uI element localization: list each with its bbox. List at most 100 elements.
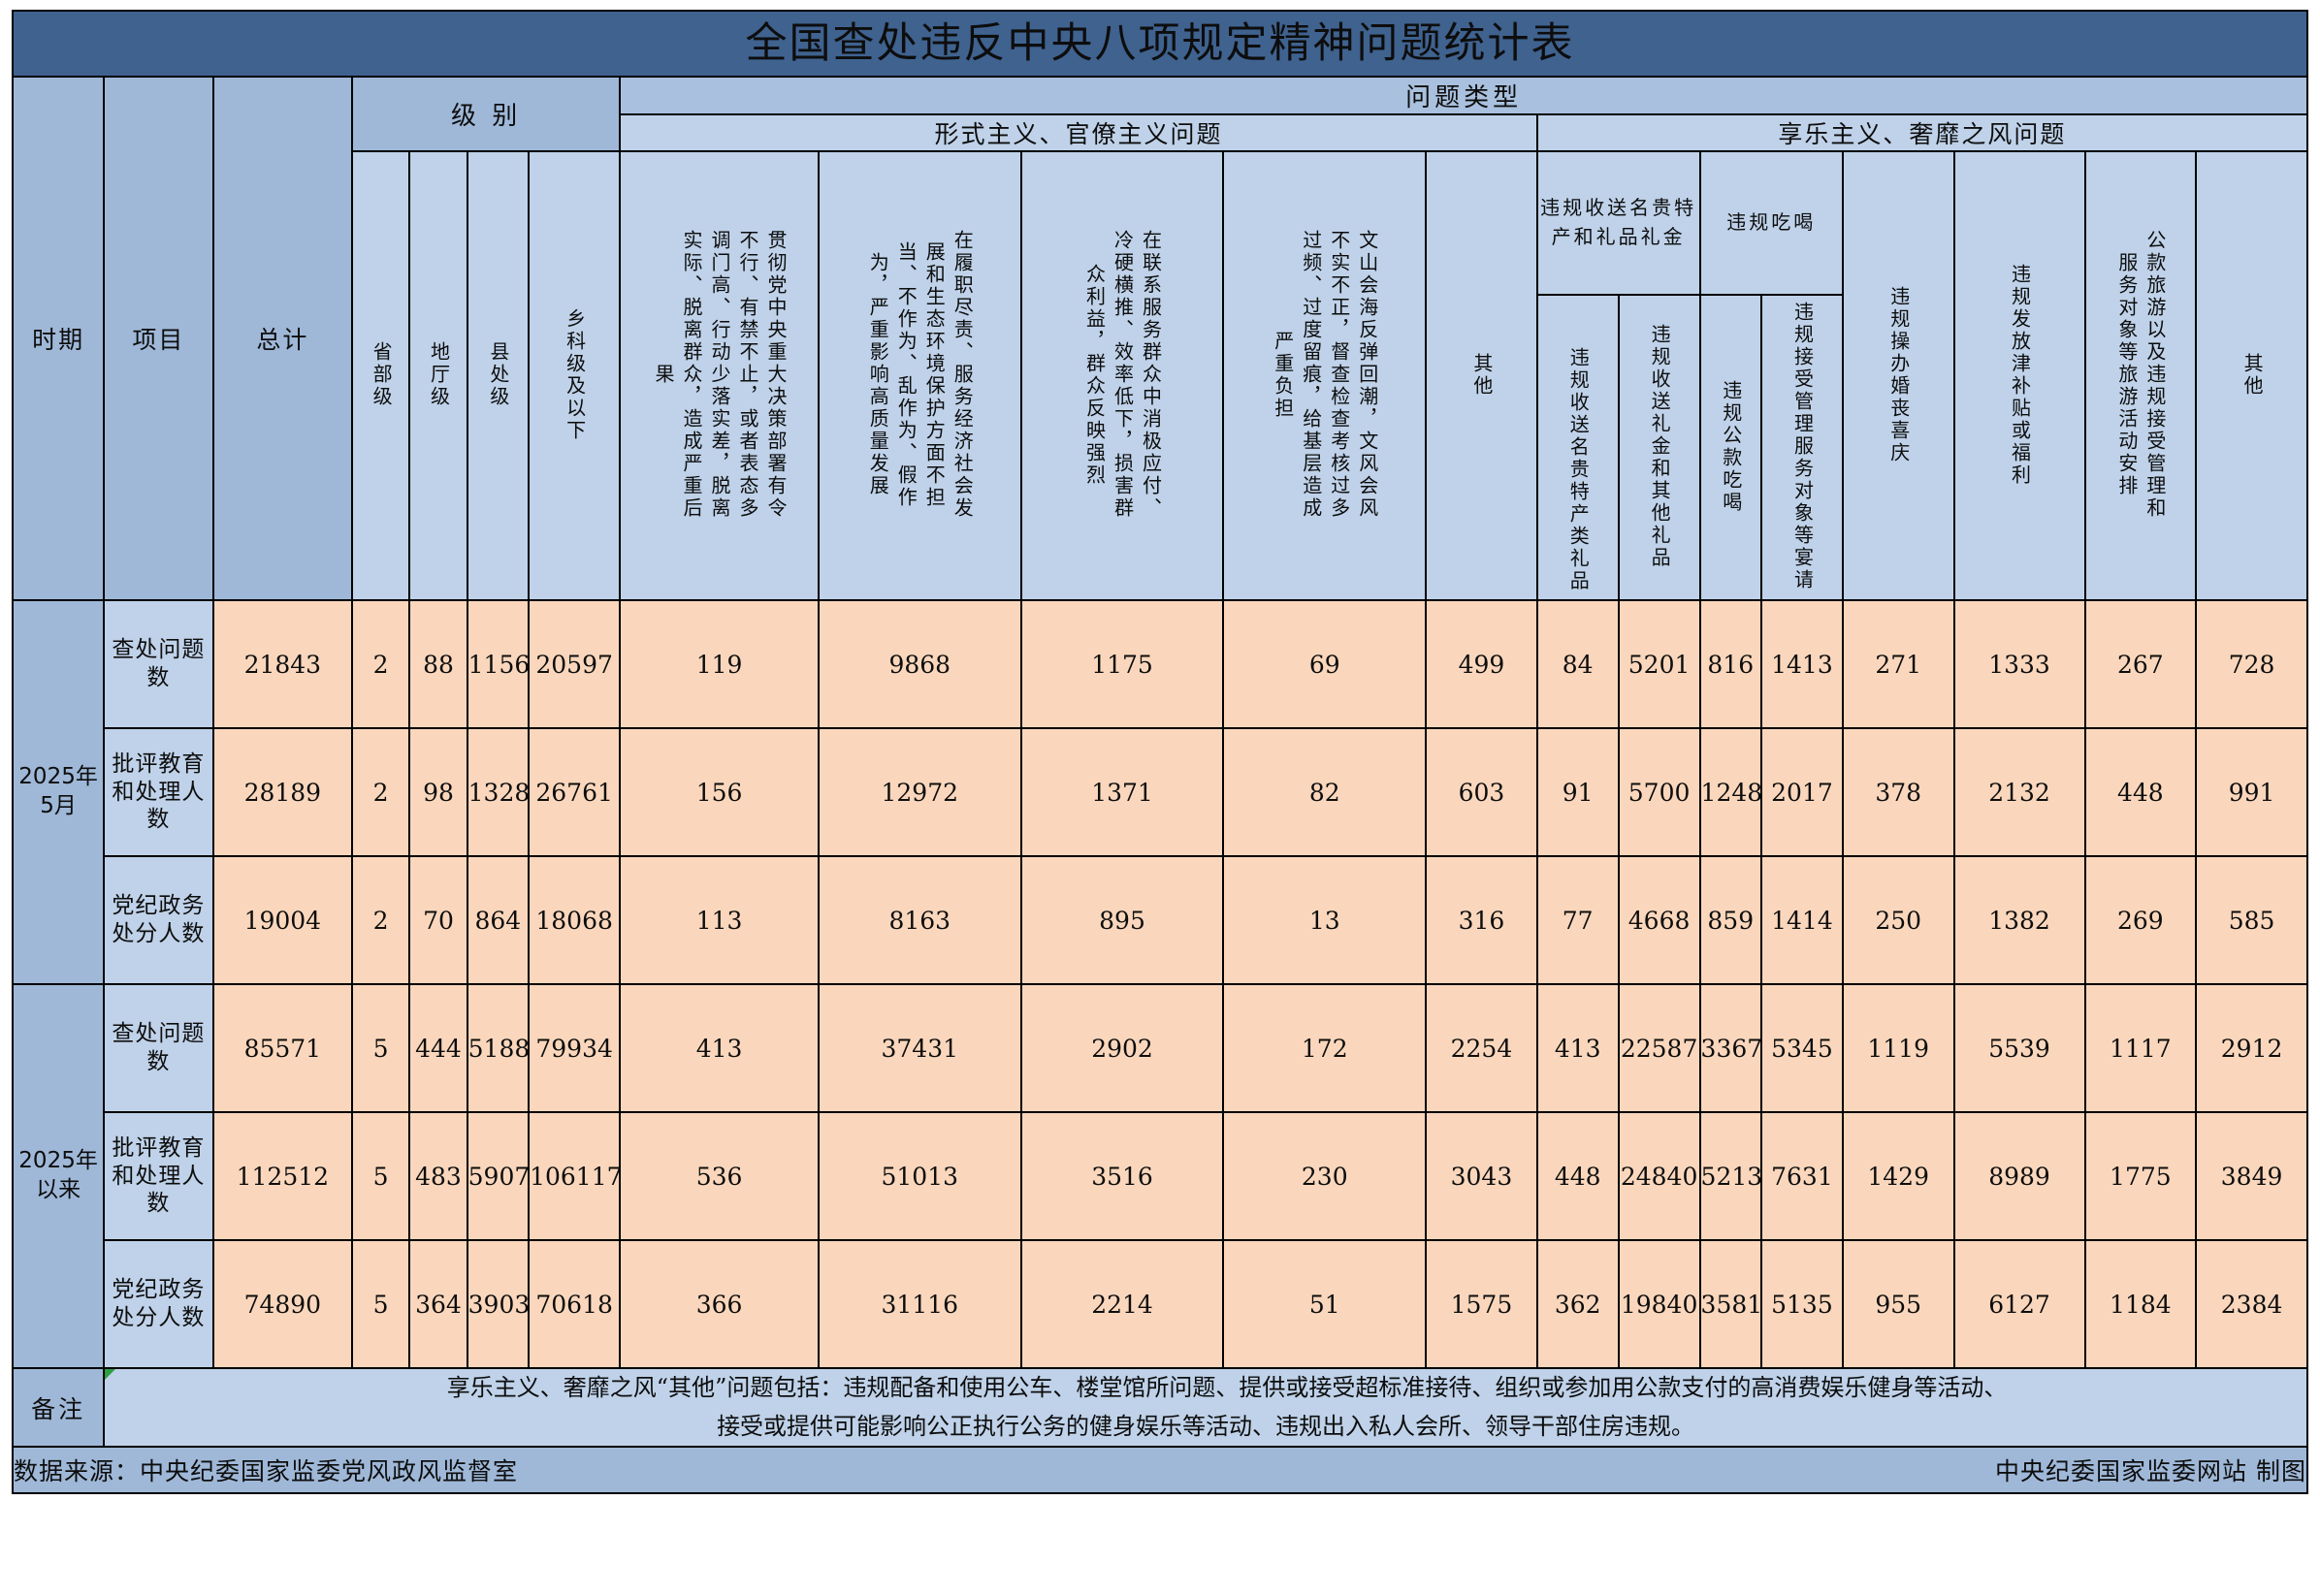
cell-formalism-2: 3516: [1019, 1111, 1225, 1241]
table-row: 批评教育和处理人数 28189 2 98 1328 26761 156 1297…: [13, 727, 2308, 857]
cell-hedonism-7: 2912: [2195, 983, 2308, 1113]
cell-level-3: 79934: [528, 983, 622, 1113]
cell-hedonism-6: 1184: [2083, 1239, 2198, 1369]
cell-level-2: 5188: [466, 983, 530, 1113]
cell-level-3: 106117: [528, 1111, 623, 1241]
cell-level-1: 364: [408, 1239, 468, 1369]
cell-total: 112512: [211, 1111, 353, 1241]
cell-hedonism-4: 1429: [1841, 1111, 1955, 1241]
col-group-problem-type: 问题类型: [619, 76, 2308, 115]
cell-formalism-3: 82: [1222, 727, 1428, 857]
cell-hedonism-7: 2384: [2195, 1239, 2308, 1369]
formalism-label-2: 在联系服务群众中消极应付、冷硬横推、效率低下，损害群众利益，群众反映强烈: [1082, 230, 1163, 520]
cell-hedonism-5: 1382: [1952, 855, 2086, 985]
cell-hedonism-6: 1775: [2083, 1111, 2198, 1241]
cell-hedonism-7: 728: [2195, 599, 2308, 729]
col-header-hedonism-wedding: 违规操办婚丧喜庆: [1841, 150, 1955, 601]
cell-formalism-1: 31116: [817, 1239, 1022, 1369]
cell-formalism-3: 13: [1222, 855, 1428, 985]
cell-hedonism-5: 2132: [1952, 727, 2086, 857]
cell-formalism-4: 316: [1425, 855, 1538, 985]
col-header-level-prefecture: 地厅级: [408, 150, 468, 601]
cell-formalism-4: 499: [1425, 599, 1538, 729]
cell-formalism-0: 113: [619, 855, 820, 985]
cell-level-0: 5: [350, 1239, 411, 1369]
cell-level-3: 70618: [528, 1239, 622, 1369]
cell-level-1: 70: [408, 855, 468, 985]
cell-formalism-3: 51: [1222, 1239, 1428, 1369]
col-header-item: 项目: [103, 76, 214, 601]
col-group-level: 级 别: [350, 76, 622, 152]
col-header-level-county: 县处级: [466, 150, 531, 601]
cell-formalism-0: 119: [619, 599, 820, 729]
cell-hedonism-4: 1119: [1841, 983, 1955, 1113]
cell-formalism-2: 895: [1019, 855, 1225, 985]
cell-formalism-4: 603: [1425, 727, 1538, 857]
gift-label-cash: 违规收送礼金和其他礼品: [1648, 324, 1672, 569]
col-header-gift-cash: 违规收送礼金和其他礼品: [1617, 294, 1701, 601]
cell-hedonism-0: 362: [1535, 1239, 1620, 1369]
period-label-0: 2025年5月: [11, 599, 106, 985]
dining-label-banquet: 违规接受管理服务对象等宴请: [1790, 302, 1815, 591]
cell-level-0: 5: [350, 1111, 411, 1241]
row-item-label: 查处问题数: [103, 983, 214, 1113]
col-header-hedonism-other: 其他: [2195, 150, 2308, 601]
cell-level-3: 20597: [528, 599, 622, 729]
cell-formalism-2: 1175: [1019, 599, 1225, 729]
credit-text: 中央纪委国家监委网站 制图: [1995, 1457, 2306, 1486]
cell-level-2: 864: [466, 855, 531, 985]
note-line-2: 接受或提供可能影响公正执行公务的健身娱乐等活动、违规出入私人会所、领导干部住房违…: [717, 1412, 1695, 1440]
cell-hedonism-1: 5700: [1617, 727, 1701, 857]
col-header-dining-public-funds: 违规公款吃喝: [1698, 294, 1762, 601]
table-row: 批评教育和处理人数 112512 5 483 5907 106117 536 5…: [13, 1111, 2308, 1241]
cell-hedonism-0: 448: [1535, 1111, 1620, 1241]
cell-hedonism-0: 77: [1535, 855, 1620, 985]
cell-hedonism-5: 6127: [1952, 1239, 2086, 1369]
cell-hedonism-1: 5201: [1617, 599, 1701, 729]
cell-hedonism-6: 269: [2083, 855, 2198, 985]
col-header-formalism-3: 文山会海反弹回潮，文风会风不实不正，督查检查考核过多过频、过度留痕，给基层造成严…: [1222, 150, 1428, 601]
cell-formalism-4: 3043: [1425, 1111, 1538, 1241]
cell-formalism-2: 2902: [1019, 983, 1225, 1113]
source-row: 数据来源：中央纪委国家监委党风政风监督室 中央纪委国家监委网站 制图: [12, 1446, 2308, 1495]
note-row: 备注 享乐主义、奢靡之风“其他”问题包括：违规配备和使用公车、楼堂馆所问题、提供…: [11, 1366, 2308, 1449]
cell-hedonism-3: 7631: [1759, 1111, 1844, 1241]
cell-hedonism-0: 413: [1535, 983, 1620, 1113]
cell-total: 85571: [211, 983, 353, 1113]
level-label-1: 地厅级: [427, 341, 451, 408]
col-header-gift-specialty: 违规收送名贵特产类礼品: [1535, 294, 1620, 601]
cell-formalism-1: 37431: [817, 983, 1022, 1113]
cell-total: 28189: [211, 727, 353, 857]
formalism-label-4: 其他: [1469, 352, 1494, 398]
note-label: 备注: [11, 1366, 106, 1449]
row-item-label: 查处问题数: [103, 599, 214, 729]
row-item-label: 批评教育和处理人数: [103, 1111, 214, 1241]
cell-level-1: 98: [408, 727, 468, 857]
col-header-level-provincial: 省部级: [350, 150, 411, 601]
col-header-formalism-2: 在联系服务群众中消极应付、冷硬横推、效率低下，损害群众利益，群众反映强烈: [1019, 150, 1225, 601]
cell-level-0: 2: [350, 599, 411, 729]
cell-hedonism-2: 816: [1698, 599, 1762, 729]
cell-level-2: 3903: [466, 1239, 530, 1369]
cell-hedonism-3: 1413: [1759, 599, 1844, 729]
cell-hedonism-3: 5345: [1759, 983, 1844, 1113]
hedonism-label-allowance: 违规发放津补贴或福利: [2008, 263, 2032, 487]
cell-hedonism-2: 5213: [1698, 1111, 1762, 1241]
cell-hedonism-1: 19840: [1617, 1239, 1701, 1369]
cell-hedonism-4: 271: [1841, 599, 1955, 729]
cell-level-1: 483: [408, 1111, 468, 1241]
period-label-1: 2025年以来: [11, 983, 106, 1369]
cell-hedonism-6: 267: [2083, 599, 2198, 729]
col-group-gifts: 违规收送名贵特产和礼品礼金: [1535, 150, 1701, 296]
cell-formalism-2: 1371: [1019, 727, 1225, 857]
cell-hedonism-7: 991: [2195, 727, 2308, 857]
cell-formalism-2: 2214: [1019, 1239, 1225, 1369]
cell-formalism-0: 536: [619, 1111, 820, 1241]
cell-formalism-1: 12972: [817, 727, 1022, 857]
cell-hedonism-5: 8989: [1952, 1111, 2086, 1241]
statistics-table: 全国查处违反中央八项规定精神问题统计表 时期 项目 总计 级 别 问题类型 形式…: [11, 10, 2309, 1495]
col-header-total: 总计: [211, 76, 353, 601]
cell-total: 74890: [211, 1239, 353, 1369]
cell-hedonism-3: 1414: [1759, 855, 1844, 985]
